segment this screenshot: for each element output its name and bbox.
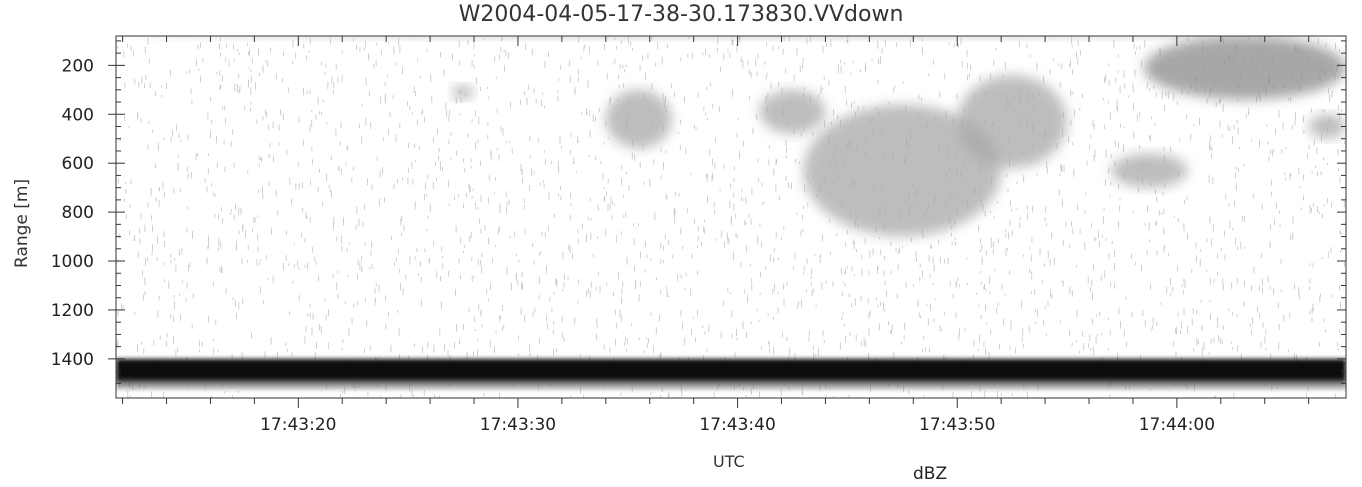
chart-title: W2004-04-05-17-38-30.173830.VVdown	[458, 2, 904, 27]
echo	[1110, 153, 1188, 188]
y-axis-label: Range [m]	[12, 178, 32, 268]
x-tick-label: 17:43:30	[480, 415, 556, 435]
x-tick-label: 17:44:00	[1139, 415, 1215, 435]
echo	[803, 104, 1002, 237]
echo	[605, 89, 672, 149]
echo-layer	[116, 36, 1346, 390]
y-tick-label: 1400	[51, 350, 94, 370]
x-axis-label: UTC	[713, 452, 745, 471]
y-tick-label: 400	[62, 105, 94, 125]
y-tick-label: 1200	[51, 301, 94, 321]
surface-return-fringe	[116, 379, 1346, 390]
echo	[957, 75, 1068, 169]
y-tick-label: 1000	[51, 252, 94, 272]
x-tick-label: 17:43:40	[699, 415, 775, 435]
y-tick-label: 200	[62, 56, 94, 76]
y-tick-label: 600	[62, 154, 94, 174]
colorbar-label: dBZ	[913, 464, 948, 484]
echo	[452, 84, 475, 100]
y-tick-label: 800	[62, 203, 94, 223]
axes-layer: 200 400 600 800 1000 1200 1400 17:43:20 17:43:30…	[51, 36, 1346, 435]
near-radar-band	[116, 36, 1346, 40]
plot-frame	[115, 35, 1347, 399]
echo	[1308, 114, 1346, 139]
x-tick-label: 17:43:20	[260, 415, 336, 435]
echo	[759, 89, 826, 134]
surface-return-band	[116, 358, 1346, 384]
echo	[1143, 36, 1346, 100]
x-tick-label: 17:43:50	[919, 415, 995, 435]
